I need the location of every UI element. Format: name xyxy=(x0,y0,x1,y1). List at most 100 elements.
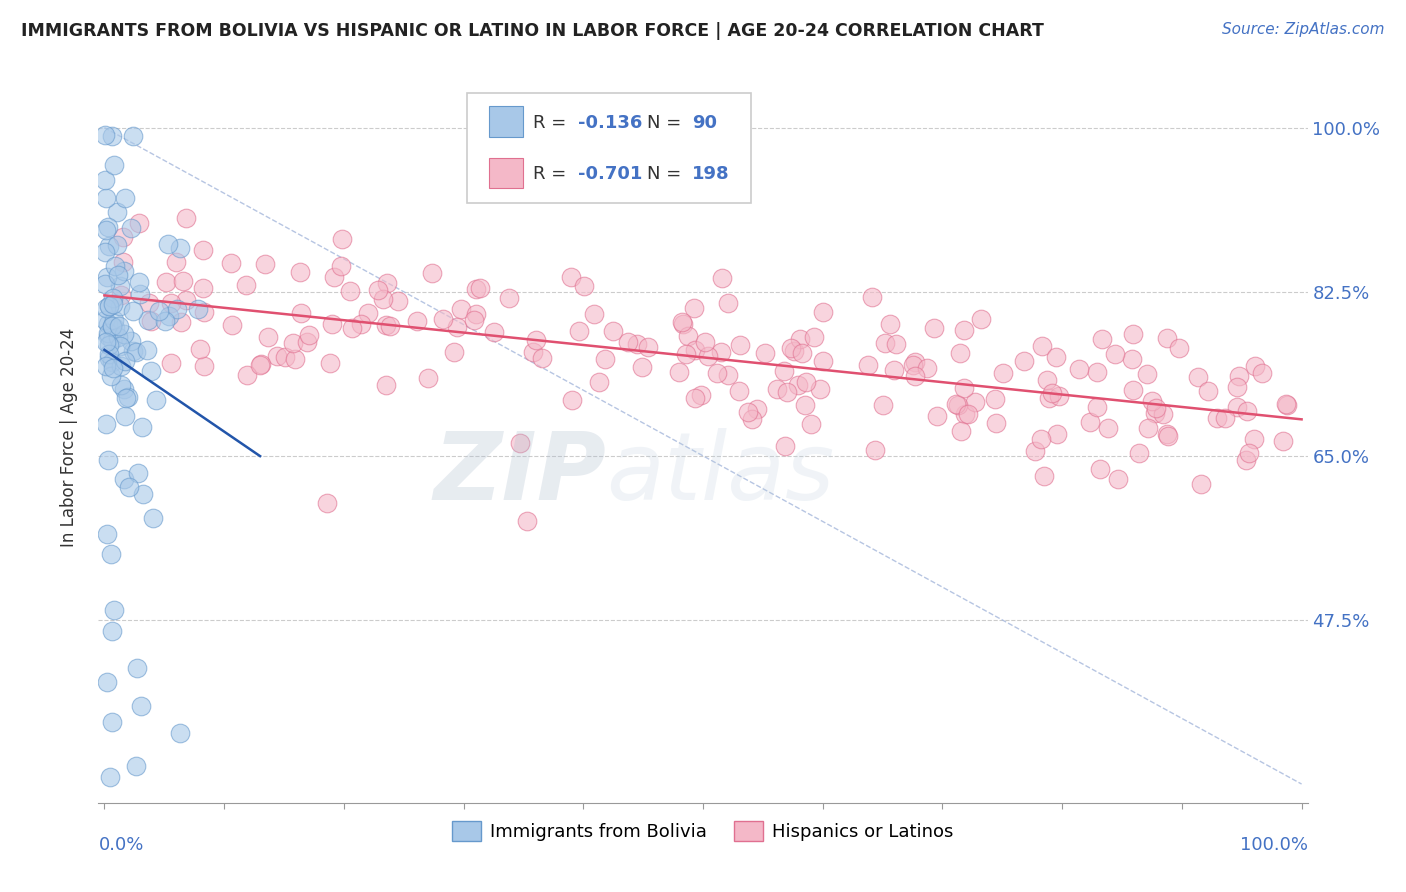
Point xyxy=(100,624,122,638)
Point xyxy=(125,344,148,359)
Point xyxy=(1152,408,1174,422)
Point xyxy=(105,238,128,252)
Point xyxy=(165,254,187,268)
Point xyxy=(145,392,167,407)
Text: N =: N = xyxy=(647,165,688,183)
Point xyxy=(114,353,136,368)
Point xyxy=(128,275,150,289)
Point xyxy=(100,368,122,383)
Point xyxy=(103,157,125,171)
Point xyxy=(339,284,361,298)
Bar xyxy=(489,106,523,137)
Point xyxy=(1205,410,1227,425)
Point xyxy=(1275,396,1298,410)
Point xyxy=(129,287,152,301)
Point xyxy=(693,335,716,350)
Point xyxy=(1085,365,1108,379)
Point xyxy=(1122,383,1144,397)
Point xyxy=(773,364,796,378)
Point xyxy=(94,313,117,327)
Point xyxy=(160,295,183,310)
Point xyxy=(1213,411,1236,425)
Point xyxy=(103,603,125,617)
Point xyxy=(1029,432,1052,446)
Point xyxy=(98,347,121,361)
Point xyxy=(94,277,117,291)
Point xyxy=(131,420,153,434)
Text: -0.701: -0.701 xyxy=(578,165,643,183)
Point xyxy=(953,381,976,395)
Point xyxy=(970,312,993,326)
Point xyxy=(107,268,129,282)
Point xyxy=(155,275,177,289)
Point xyxy=(170,315,193,329)
Point xyxy=(945,397,967,411)
Point xyxy=(953,408,976,422)
Point xyxy=(516,515,538,529)
Point xyxy=(883,363,905,377)
Point xyxy=(367,283,389,297)
Point xyxy=(626,337,648,351)
Point xyxy=(463,313,485,327)
Point xyxy=(787,377,810,392)
Point xyxy=(737,405,759,419)
Point xyxy=(159,356,181,370)
Point xyxy=(132,486,155,500)
Point xyxy=(1234,452,1257,467)
Point xyxy=(114,409,136,424)
Point xyxy=(190,342,212,356)
Point xyxy=(298,327,321,342)
Point xyxy=(1047,389,1070,403)
Point xyxy=(1136,368,1159,382)
Point xyxy=(110,359,132,374)
Point xyxy=(174,211,197,226)
Point xyxy=(97,329,120,343)
Point xyxy=(97,351,120,365)
Point xyxy=(342,321,364,335)
Point xyxy=(1187,370,1209,384)
Point xyxy=(1227,369,1250,384)
Point xyxy=(1085,400,1108,414)
Point xyxy=(378,319,401,334)
Point xyxy=(94,223,117,237)
Point xyxy=(1024,443,1046,458)
Point xyxy=(875,335,897,350)
Point xyxy=(321,317,343,331)
Point xyxy=(717,296,740,310)
Point xyxy=(671,315,693,329)
Point xyxy=(1121,351,1143,366)
Point xyxy=(617,334,640,349)
Point xyxy=(136,343,159,358)
Point xyxy=(1243,359,1265,373)
Point xyxy=(112,255,135,269)
Point xyxy=(332,231,354,245)
Point xyxy=(104,259,127,273)
Point xyxy=(94,301,117,315)
Point xyxy=(120,334,142,349)
Point xyxy=(129,698,152,713)
Point xyxy=(100,547,122,561)
Point xyxy=(879,317,901,331)
Point xyxy=(917,361,939,376)
Point xyxy=(813,305,835,319)
Point xyxy=(112,382,135,396)
Point xyxy=(274,351,297,365)
Point xyxy=(94,245,117,260)
Point xyxy=(925,409,948,423)
Point xyxy=(530,351,553,365)
Point xyxy=(602,324,624,338)
Point xyxy=(560,270,582,285)
Point xyxy=(141,364,163,378)
Point xyxy=(498,291,520,305)
Point xyxy=(683,343,706,357)
Point xyxy=(773,439,796,453)
Point xyxy=(98,770,121,784)
Point xyxy=(800,417,823,432)
Point xyxy=(157,236,180,251)
Point xyxy=(780,341,803,355)
Point xyxy=(101,355,124,369)
Point xyxy=(1277,398,1299,412)
Point xyxy=(775,384,797,399)
Point xyxy=(193,281,215,295)
Point xyxy=(1144,401,1167,415)
